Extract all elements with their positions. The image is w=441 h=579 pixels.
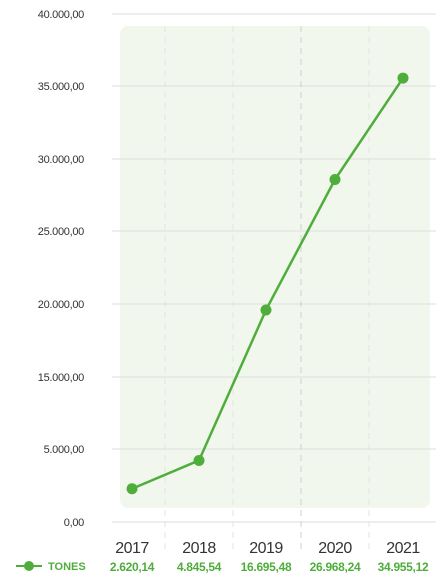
data-label: 2.620,14 <box>110 560 155 574</box>
y-tick-label: 25.000,00 <box>38 226 84 238</box>
series-points <box>126 72 409 495</box>
data-label: 34.955,12 <box>378 560 429 574</box>
y-tick-label: 15.000,00 <box>38 372 84 384</box>
data-point <box>260 304 272 316</box>
data-label: 16.695,48 <box>241 560 292 574</box>
x-tick-label: 2017 <box>115 540 149 557</box>
y-tick-label: 20.000,00 <box>38 299 84 311</box>
legend-dot-marker <box>24 561 34 571</box>
data-point <box>193 454 205 466</box>
data-labels: 2.620,14 4.845,54 16.695,48 26.968,24 34.955… <box>110 560 429 574</box>
x-axis: 2017 2018 2019 2020 2021 <box>115 540 421 557</box>
data-point <box>397 72 409 84</box>
x-tick-label: 2018 <box>182 540 216 557</box>
legend-series-label: TONES <box>48 561 86 573</box>
data-point <box>126 483 138 495</box>
x-tick-label: 2020 <box>318 540 352 557</box>
plot-background <box>120 26 430 508</box>
x-tick-label: 2019 <box>249 540 283 557</box>
grid <box>112 13 436 550</box>
y-tick-label: 0,00 <box>64 517 84 529</box>
y-tick-label: 40.000,00 <box>38 9 84 21</box>
data-label: 26.968,24 <box>310 560 361 574</box>
y-tick-label: 30.000,00 <box>38 154 84 166</box>
data-label: 4.845,54 <box>177 560 222 574</box>
x-tick-label: 2021 <box>386 540 420 557</box>
data-point <box>329 174 341 186</box>
y-tick-label: 35.000,00 <box>38 81 84 93</box>
legend: TONES <box>16 561 86 573</box>
y-axis: 0,00 5.000,00 15.000,00 20.000,00 25.000,00 3… <box>38 9 85 529</box>
y-tick-label: 5.000,00 <box>44 444 85 456</box>
